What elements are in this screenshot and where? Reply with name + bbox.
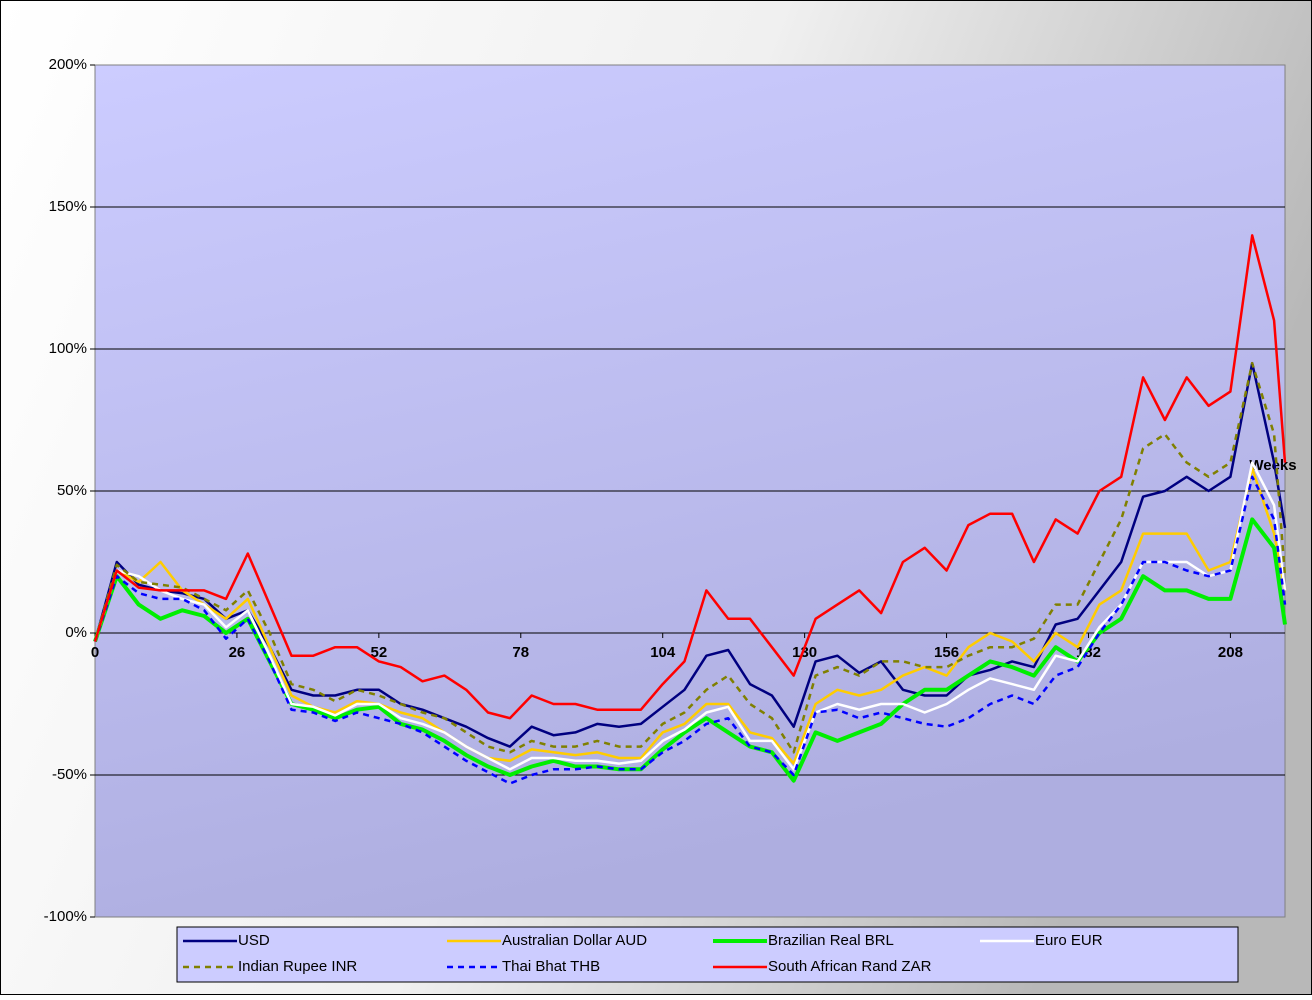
x-tick-label: 78 xyxy=(512,644,529,661)
legend-label: Euro EUR xyxy=(1035,932,1103,949)
y-tick-label: 50% xyxy=(57,482,87,499)
legend-label: Brazilian Real BRL xyxy=(768,932,894,949)
x-tick-label: 104 xyxy=(650,644,676,661)
series-line xyxy=(93,475,1287,785)
series-line xyxy=(93,234,1287,720)
x-tick-label: 52 xyxy=(371,644,388,661)
series-line xyxy=(93,467,1287,765)
x-tick-label: 156 xyxy=(934,644,959,661)
y-tick-label: 0% xyxy=(65,624,87,641)
legend-label: Australian Dollar AUD xyxy=(502,932,647,949)
legend-label: Thai Bhat THB xyxy=(502,958,600,975)
y-tick-label: -100% xyxy=(44,908,87,925)
legend-label: South African Rand ZAR xyxy=(768,958,932,975)
legend-label: USD xyxy=(238,932,270,949)
x-tick-label: 208 xyxy=(1218,644,1243,661)
y-tick-label: 100% xyxy=(49,340,87,357)
legend-box xyxy=(176,926,1239,983)
series-line xyxy=(93,461,1287,771)
legend-label: Indian Rupee INR xyxy=(238,958,357,975)
x-tick-label: 26 xyxy=(229,644,246,661)
y-tick-label: -50% xyxy=(52,766,87,783)
series-line xyxy=(93,361,1287,748)
x-tick-label: 0 xyxy=(91,644,99,661)
y-tick-label: 150% xyxy=(49,198,87,215)
x-tick-label: 130 xyxy=(792,644,817,661)
y-tick-label: 200% xyxy=(49,56,87,73)
